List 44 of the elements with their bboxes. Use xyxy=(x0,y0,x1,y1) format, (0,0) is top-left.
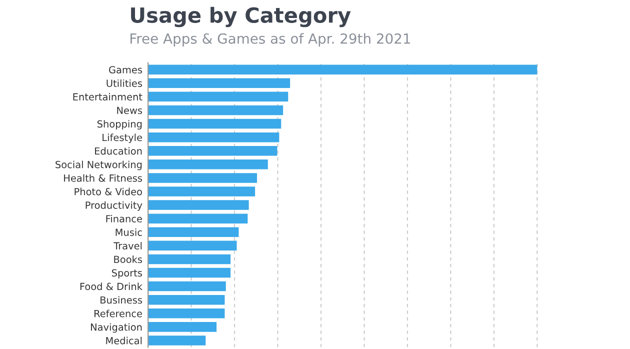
bar xyxy=(148,160,268,170)
y-tick-label: Education xyxy=(95,147,142,155)
bar xyxy=(148,308,225,318)
bar xyxy=(148,254,231,264)
y-tick-label: Productivity xyxy=(86,201,142,211)
y-tick-label: Reference xyxy=(94,310,142,318)
y-tick-label: Sports xyxy=(112,269,142,278)
y-tick-label: Health & Fitness xyxy=(64,174,142,182)
bar xyxy=(148,336,206,346)
y-tick-label: Books xyxy=(114,256,142,264)
y-tick-label: Games xyxy=(109,66,142,74)
y-tick-label: Medical xyxy=(106,336,142,344)
bar xyxy=(148,186,256,196)
bar xyxy=(148,240,237,251)
chart-subtitle: Free Apps & Games as of Apr. 29th 2021 xyxy=(130,33,410,47)
y-tick-label: Social Networking xyxy=(56,160,142,170)
bar xyxy=(148,214,248,224)
chart-title: Usage by Category xyxy=(131,6,351,28)
bar xyxy=(148,64,538,74)
bar xyxy=(148,132,280,142)
y-tick-label: Finance xyxy=(106,214,142,222)
bar xyxy=(148,322,217,332)
y-tick-label: Travel xyxy=(114,242,142,250)
bar xyxy=(148,146,278,156)
y-tick-label: Utilities xyxy=(106,79,142,87)
y-tick-label: Business xyxy=(100,296,142,304)
bar xyxy=(148,227,239,238)
y-tick-label: Navigation xyxy=(91,323,142,333)
y-tick-label: News xyxy=(117,106,142,114)
y-tick-label: Food & Drink xyxy=(80,282,142,290)
y-tick-label: Music xyxy=(116,228,142,236)
bar xyxy=(148,268,231,278)
y-tick-label: Entertainment xyxy=(73,92,142,101)
y-tick-label: Lifestyle xyxy=(102,134,142,144)
bar xyxy=(148,118,282,129)
bar xyxy=(148,173,258,183)
y-tick-label: Shopping xyxy=(97,120,142,130)
bar xyxy=(148,294,225,305)
bar xyxy=(148,105,284,116)
bar xyxy=(148,200,249,210)
bar xyxy=(148,281,226,292)
bar xyxy=(148,92,288,102)
bar xyxy=(148,78,290,88)
y-tick-label: Photo & Video xyxy=(74,188,142,196)
